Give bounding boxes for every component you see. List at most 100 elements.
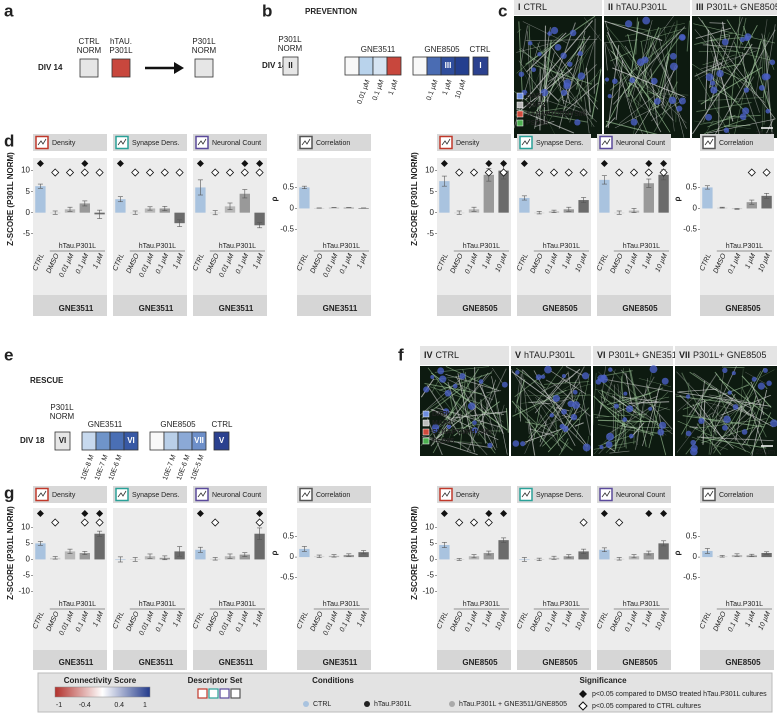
neurite	[701, 420, 776, 444]
chart-strip	[700, 650, 774, 670]
error-bar	[551, 555, 557, 560]
y-tick-label: 10	[21, 166, 30, 175]
neurite	[615, 60, 624, 120]
arrow-head	[174, 62, 184, 74]
nucleus	[650, 77, 658, 85]
error-bar	[147, 553, 153, 559]
image-num: VII	[679, 350, 690, 360]
neurite	[743, 88, 762, 137]
neurite	[696, 423, 722, 455]
error-bar	[177, 546, 183, 557]
neurite	[459, 372, 475, 445]
chart-title: Density	[456, 492, 480, 499]
y-tick-label: -0.5	[280, 225, 294, 234]
nucleus	[423, 386, 430, 393]
nucleus	[648, 406, 653, 411]
neurite	[605, 120, 661, 136]
nucleus	[769, 59, 776, 66]
bar	[658, 543, 669, 560]
neurite	[648, 402, 661, 449]
neurite	[600, 401, 604, 410]
neurite	[431, 408, 499, 441]
nucleus	[560, 89, 568, 96]
nucleus	[608, 367, 613, 372]
group-label: hTau.P301L	[463, 601, 500, 608]
image-header	[604, 0, 690, 15]
neurite	[424, 383, 483, 395]
legend-label: hTau.P301L + GNE3511/GNE8505	[459, 701, 567, 708]
nucleus	[437, 367, 445, 375]
error-bar	[441, 175, 447, 187]
neurite	[531, 57, 546, 95]
neurite	[630, 370, 647, 447]
micrograph	[592, 365, 673, 456]
nucleus	[624, 20, 633, 28]
cell	[109, 431, 125, 451]
neurite	[426, 418, 443, 456]
stain-swatch	[516, 101, 524, 109]
error-bar	[242, 189, 248, 199]
neurite	[693, 23, 775, 44]
nucleus	[601, 374, 607, 380]
error-bar	[616, 557, 622, 561]
nucleus	[561, 408, 567, 415]
nucleus	[716, 69, 724, 78]
neurite	[534, 372, 568, 414]
conc-label: 0.1 µM	[426, 79, 440, 102]
bar	[498, 540, 509, 560]
bar	[483, 174, 494, 213]
nucleus	[661, 377, 669, 385]
chart-strip	[517, 650, 591, 670]
nucleus	[710, 86, 718, 94]
error-bar	[749, 553, 755, 557]
neurite	[518, 48, 564, 79]
nucleus	[595, 378, 602, 385]
neurite	[584, 96, 590, 134]
nucleus	[721, 38, 729, 46]
sig-ctrl	[65, 168, 75, 177]
bar	[94, 533, 105, 560]
error-bar	[37, 541, 43, 546]
image-label: hTAU.P301L	[616, 2, 667, 12]
error-bar	[132, 557, 138, 562]
error-bar	[764, 551, 770, 555]
sig-ctrl	[95, 518, 104, 527]
sig-ctrl	[535, 168, 544, 177]
bar	[439, 544, 450, 560]
neurite	[540, 425, 559, 436]
error-bar	[566, 206, 572, 212]
error-bar	[646, 550, 652, 556]
neurite	[720, 434, 738, 451]
chart-title: Synapse Dens.	[132, 140, 180, 147]
neurite	[661, 106, 674, 121]
sig-ctrl	[762, 168, 771, 177]
neurite	[537, 398, 587, 447]
sig-ctrl	[747, 168, 756, 177]
neurite	[453, 401, 500, 437]
group-label: hTau.P301L	[543, 601, 580, 608]
sig-ctrl	[211, 518, 220, 527]
neurite	[547, 71, 564, 82]
nucleus	[515, 370, 520, 375]
neurite	[439, 372, 492, 391]
cell	[454, 56, 470, 76]
error-bar	[456, 558, 462, 561]
sig-ctrl	[455, 518, 464, 527]
cell-label: VI	[127, 436, 135, 445]
neurite	[492, 367, 503, 384]
neurite	[445, 366, 494, 389]
chart-header	[437, 486, 511, 503]
sig-ctrl	[145, 168, 155, 177]
neurite	[609, 450, 630, 454]
neurite	[553, 383, 591, 417]
sig-dmso	[36, 510, 44, 517]
sig-dmso	[116, 160, 124, 167]
neurite	[608, 48, 687, 124]
chart-header	[297, 486, 371, 503]
neurite	[597, 391, 638, 431]
neurite	[421, 436, 493, 449]
neurite	[528, 401, 551, 405]
stain-swatch	[516, 119, 524, 127]
bar	[254, 533, 265, 560]
nucleus	[739, 113, 747, 120]
